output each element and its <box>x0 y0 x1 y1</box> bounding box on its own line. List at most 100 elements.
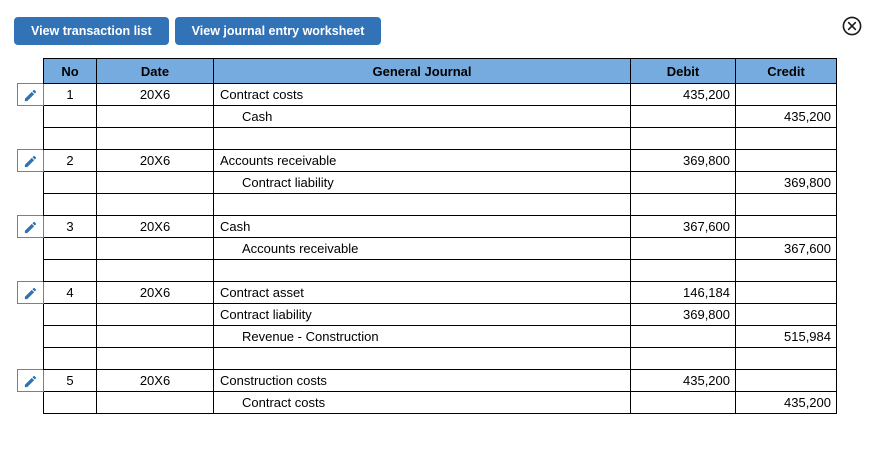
spacer-date-cell <box>96 127 214 150</box>
account-cell: Revenue - Construction <box>213 325 631 348</box>
entry-date-cell: 20X6 <box>96 281 214 304</box>
account-cell: Contract liability <box>213 171 631 194</box>
entry-no-cell <box>43 105 97 128</box>
spacer-date-cell <box>96 193 214 216</box>
edit-column-spacer <box>17 237 44 260</box>
journal-line-row: Contract costs 435,200 <box>17 391 837 414</box>
edit-column-spacer <box>17 193 44 216</box>
credit-cell <box>735 149 837 172</box>
debit-cell <box>630 391 736 414</box>
column-header-general-journal: General Journal <box>213 58 631 84</box>
spacer-row <box>17 193 837 216</box>
column-header-date: Date <box>96 58 214 84</box>
spacer-no-cell <box>43 193 97 216</box>
entry-date-cell: 20X6 <box>96 215 214 238</box>
journal-table: No Date General Journal Debit Credit 1 20X6 Co… <box>17 58 837 414</box>
entry-no-cell: 5 <box>43 369 97 392</box>
entry-no-cell: 2 <box>43 149 97 172</box>
journal-line-row: 4 20X6 Contract asset 146,184 <box>17 281 837 304</box>
credit-cell <box>735 281 837 304</box>
journal-table-body: 1 20X6 Contract costs 435,200 Cash 435,200 2 20… <box>17 83 837 414</box>
spacer-no-cell <box>43 127 97 150</box>
edit-column-header <box>17 58 44 84</box>
credit-cell: 435,200 <box>735 391 837 414</box>
edit-entry-button[interactable] <box>17 369 44 392</box>
credit-cell: 367,600 <box>735 237 837 260</box>
credit-cell: 515,984 <box>735 325 837 348</box>
journal-line-row: Revenue - Construction 515,984 <box>17 325 837 348</box>
pencil-icon <box>24 155 37 167</box>
credit-cell <box>735 369 837 392</box>
spacer-account-cell <box>213 193 631 216</box>
header-row: No Date General Journal Debit Credit <box>17 58 837 84</box>
credit-cell: 435,200 <box>735 105 837 128</box>
spacer-no-cell <box>43 347 97 370</box>
spacer-debit-cell <box>630 193 736 216</box>
journal-line-row: 1 20X6 Contract costs 435,200 <box>17 83 837 106</box>
spacer-credit-cell <box>735 259 837 282</box>
column-header-debit: Debit <box>630 58 736 84</box>
credit-cell <box>735 303 837 326</box>
edit-column-spacer <box>17 105 44 128</box>
account-cell: Contract costs <box>213 83 631 106</box>
account-cell: Cash <box>213 105 631 128</box>
debit-cell: 369,800 <box>630 303 736 326</box>
entry-no-cell <box>43 171 97 194</box>
entry-no-cell: 4 <box>43 281 97 304</box>
spacer-debit-cell <box>630 259 736 282</box>
pencil-icon <box>24 89 37 101</box>
close-button[interactable] <box>840 14 864 38</box>
entry-no-cell: 3 <box>43 215 97 238</box>
view-transaction-list-button[interactable]: View transaction list <box>14 17 169 45</box>
edit-column-spacer <box>17 303 44 326</box>
circled-x-icon <box>842 16 862 36</box>
journal-line-row: 3 20X6 Cash 367,600 <box>17 215 837 238</box>
edit-column-spacer <box>17 171 44 194</box>
spacer-credit-cell <box>735 347 837 370</box>
entry-date-cell <box>96 105 214 128</box>
debit-cell <box>630 171 736 194</box>
edit-column-spacer <box>17 325 44 348</box>
account-cell: Contract asset <box>213 281 631 304</box>
spacer-credit-cell <box>735 193 837 216</box>
account-cell: Accounts receivable <box>213 237 631 260</box>
spacer-account-cell <box>213 347 631 370</box>
spacer-credit-cell <box>735 127 837 150</box>
pencil-icon <box>24 221 37 233</box>
journal-line-row: Contract liability 369,800 <box>17 171 837 194</box>
edit-entry-button[interactable] <box>17 83 44 106</box>
credit-cell: 369,800 <box>735 171 837 194</box>
journal-entries-panel: No Date General Journal Debit Credit 1 20X6 Co… <box>17 58 837 414</box>
toolbar: View transaction list View journal entry… <box>14 17 382 45</box>
pencil-icon <box>24 375 37 387</box>
spacer-date-cell <box>96 259 214 282</box>
credit-cell <box>735 215 837 238</box>
entry-date-cell <box>96 303 214 326</box>
spacer-no-cell <box>43 259 97 282</box>
entry-no-cell <box>43 237 97 260</box>
journal-line-row: Cash 435,200 <box>17 105 837 128</box>
edit-entry-button[interactable] <box>17 281 44 304</box>
journal-line-row: 5 20X6 Construction costs 435,200 <box>17 369 837 392</box>
spacer-account-cell <box>213 259 631 282</box>
entry-date-cell <box>96 171 214 194</box>
debit-cell <box>630 237 736 260</box>
debit-cell <box>630 325 736 348</box>
entry-no-cell: 1 <box>43 83 97 106</box>
account-cell: Contract costs <box>213 391 631 414</box>
account-cell: Cash <box>213 215 631 238</box>
journal-line-row: Contract liability 369,800 <box>17 303 837 326</box>
view-journal-entry-worksheet-button[interactable]: View journal entry worksheet <box>174 17 382 45</box>
edit-column-spacer <box>17 259 44 282</box>
edit-entry-button[interactable] <box>17 215 44 238</box>
entry-date-cell <box>96 325 214 348</box>
edit-entry-button[interactable] <box>17 149 44 172</box>
edit-column-spacer <box>17 391 44 414</box>
journal-line-row: Accounts receivable 367,600 <box>17 237 837 260</box>
entry-date-cell <box>96 391 214 414</box>
entry-date-cell: 20X6 <box>96 83 214 106</box>
entry-no-cell <box>43 325 97 348</box>
entry-no-cell <box>43 303 97 326</box>
debit-cell: 367,600 <box>630 215 736 238</box>
edit-column-spacer <box>17 347 44 370</box>
